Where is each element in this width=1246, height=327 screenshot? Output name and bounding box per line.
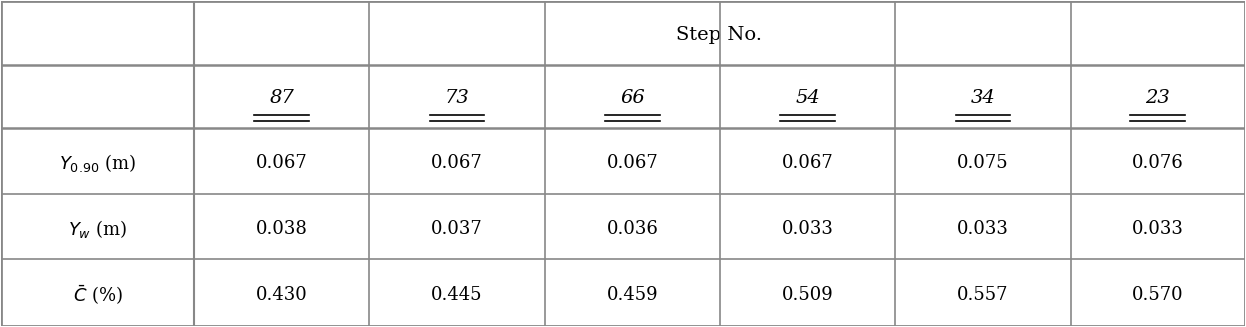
Text: 0.445: 0.445 xyxy=(431,285,482,303)
Text: 0.430: 0.430 xyxy=(255,285,308,303)
Text: 0.033: 0.033 xyxy=(957,219,1009,237)
Text: 0.037: 0.037 xyxy=(431,219,483,237)
Text: 0.033: 0.033 xyxy=(1131,219,1184,237)
Text: 0.036: 0.036 xyxy=(607,219,658,237)
Text: $Y_{0.90}$ (m): $Y_{0.90}$ (m) xyxy=(60,152,136,174)
Text: 0.038: 0.038 xyxy=(255,219,308,237)
Text: 0.570: 0.570 xyxy=(1131,285,1184,303)
Text: 66: 66 xyxy=(621,89,644,107)
Text: 0.075: 0.075 xyxy=(957,154,1009,172)
Text: 23: 23 xyxy=(1145,89,1170,107)
Text: 0.509: 0.509 xyxy=(781,285,834,303)
Text: 73: 73 xyxy=(445,89,470,107)
Text: 0.067: 0.067 xyxy=(781,154,834,172)
Text: 54: 54 xyxy=(795,89,820,107)
Text: Step No.: Step No. xyxy=(677,26,763,44)
Text: 0.067: 0.067 xyxy=(607,154,658,172)
Text: 0.459: 0.459 xyxy=(607,285,658,303)
Text: 0.067: 0.067 xyxy=(431,154,483,172)
Text: 87: 87 xyxy=(269,89,294,107)
Text: 0.067: 0.067 xyxy=(255,154,308,172)
Text: 0.076: 0.076 xyxy=(1131,154,1184,172)
Text: 0.557: 0.557 xyxy=(957,285,1009,303)
Text: 0.033: 0.033 xyxy=(781,219,834,237)
Text: 34: 34 xyxy=(971,89,996,107)
Text: $\bar{C}$ (%): $\bar{C}$ (%) xyxy=(72,283,123,307)
Text: $Y_w$ (m): $Y_w$ (m) xyxy=(69,218,127,240)
